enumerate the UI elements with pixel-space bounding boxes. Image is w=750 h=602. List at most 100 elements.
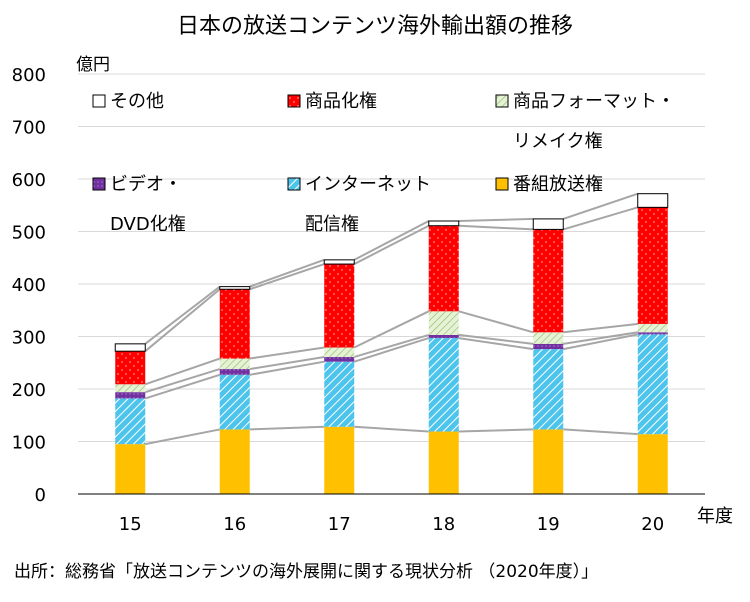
x-tick-label: 20 — [641, 514, 664, 535]
series-line — [145, 428, 220, 446]
y-tick-label: 500 — [12, 223, 46, 244]
series-line — [562, 206, 639, 231]
bar-segment — [219, 374, 250, 430]
x-axis-unit: 年度 — [697, 506, 733, 527]
x-tick-label: 19 — [537, 514, 560, 535]
bar-segment — [637, 193, 669, 208]
series-line — [354, 425, 429, 433]
series-line — [353, 310, 430, 349]
y-tick-label: 700 — [12, 118, 46, 139]
series-line — [458, 337, 534, 351]
x-tick-label: 17 — [328, 514, 351, 535]
series-line — [353, 220, 430, 261]
y-axis-unit: 億円 — [76, 55, 110, 75]
y-tick-label: 800 — [12, 65, 46, 86]
legend-swatch — [495, 94, 509, 108]
bars — [114, 193, 669, 494]
bar-segment — [637, 323, 668, 333]
bar-segment — [324, 356, 355, 362]
bar-segment — [115, 351, 146, 385]
source-note: 出所：総務省「放送コンテンツの海外展開に関する現状分析 （2020年度）」 — [14, 562, 598, 582]
bar-segment — [219, 429, 250, 494]
x-tick-label: 15 — [119, 514, 142, 535]
legend-label: DVD化権 — [110, 214, 186, 235]
bar-segment — [428, 220, 460, 227]
legend-label: ビデオ・ — [110, 174, 182, 195]
series-line — [353, 224, 430, 265]
y-tick-label: 300 — [12, 328, 46, 349]
bar-segment — [428, 334, 459, 339]
series-line — [563, 331, 638, 345]
y-tick-labels: 0 100 200 300 400 500 600 700 800 — [12, 65, 46, 506]
series-line — [458, 333, 534, 345]
x-tick-label: 16 — [223, 514, 246, 535]
bar-segment — [115, 392, 146, 399]
series-line — [563, 322, 638, 334]
grid-lines — [78, 73, 705, 442]
legend-label: その他 — [110, 91, 164, 112]
series-line — [563, 333, 638, 351]
bar-segment — [637, 434, 668, 494]
legend-swatch — [92, 177, 106, 191]
y-tick-label: 400 — [12, 275, 46, 296]
series-line — [353, 337, 430, 363]
x-tick-label: 18 — [432, 514, 455, 535]
series-line — [144, 285, 221, 345]
y-tick-label: 0 — [35, 485, 46, 506]
legend-swatch — [92, 94, 106, 108]
series-line — [458, 428, 534, 433]
series-line — [458, 217, 534, 222]
series-line — [249, 360, 325, 376]
bar-segment — [428, 311, 459, 335]
bar-segment — [324, 264, 355, 348]
bar-segment — [323, 259, 355, 265]
bar-segment — [324, 347, 355, 357]
legend-label: 商品化権 — [305, 91, 377, 112]
bar-segment — [533, 332, 564, 344]
bar-segment — [637, 334, 668, 435]
series-line — [249, 263, 325, 291]
y-tick-label: 200 — [12, 380, 46, 401]
legend-label: 商品フォーマット・ — [513, 91, 675, 112]
bar-segment — [115, 444, 146, 494]
bar-segment — [533, 429, 564, 494]
bar-segment — [428, 225, 459, 312]
legend-swatch — [287, 177, 301, 191]
bar-segment — [114, 343, 146, 352]
legend-label: インターネット — [305, 174, 431, 195]
series-line — [249, 355, 325, 371]
series-line — [353, 333, 430, 358]
bar-segment — [428, 431, 459, 494]
legend-label: リメイク権 — [513, 131, 603, 152]
y-tick-label: 600 — [12, 170, 46, 191]
series-line — [458, 310, 534, 334]
y-tick-label: 100 — [12, 433, 46, 454]
bar-segment — [324, 361, 355, 427]
bar-segment — [637, 332, 668, 335]
series-line — [144, 288, 221, 352]
series-line — [249, 346, 325, 360]
bar-segment — [219, 289, 250, 359]
bar-segment — [533, 343, 564, 350]
legend-label: 配信権 — [305, 214, 359, 235]
series-line — [562, 192, 639, 220]
series-line — [249, 258, 325, 288]
bar-segment — [219, 358, 250, 370]
bar-segment — [533, 349, 564, 430]
bar-segment — [219, 286, 251, 290]
bar-segment — [115, 398, 146, 445]
legend-label: 番組放送権 — [513, 174, 603, 195]
series-line — [144, 357, 221, 386]
bar-segment — [219, 369, 250, 375]
bar-segment — [637, 207, 668, 324]
x-tick-labels: 15 16 17 18 19 20 — [119, 514, 664, 535]
series-connector-lines — [144, 192, 639, 446]
bar-segment — [115, 384, 146, 393]
legend-swatch — [287, 94, 301, 108]
bar-segment — [532, 218, 564, 230]
series-line — [144, 368, 221, 394]
series-line — [249, 425, 325, 431]
